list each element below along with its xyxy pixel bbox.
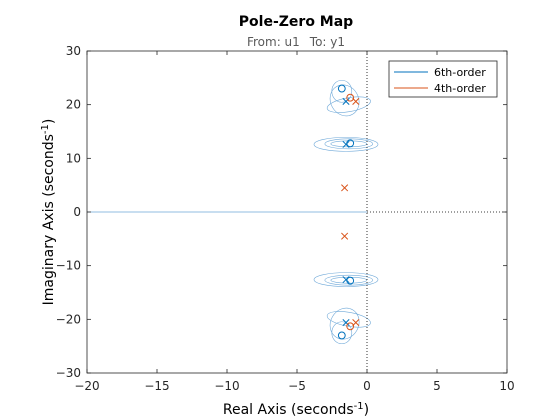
x-axis-label-close: ) [364,402,369,418]
uncertainty-ellipse [324,274,374,286]
subtitle-from: From: u1 [247,35,300,49]
subtitle-to: To: y1 [309,35,345,49]
y-axis-label: Imaginary Axis (seconds-1) [40,119,57,306]
zero-marker-4th-order [346,93,355,102]
uncertainty-ellipse [326,96,371,113]
y-tick-label: −30 [56,366,81,380]
legend: 6th-order 4th-order [388,60,498,98]
x-tick-label: −20 [74,379,99,393]
pole-marker-4th-order [341,232,349,240]
zero-marker-6th-order [346,139,355,148]
uncertainty-ellipse [329,84,360,117]
pole-marker-4th-order [341,184,349,192]
y-axis-label-text: Imaginary Axis (seconds [41,134,57,305]
x-tick-label: −10 [214,379,239,393]
uncertainty-ellipse [331,321,353,345]
y-tick-label: 10 [66,151,81,165]
x-tick-label: 10 [499,379,514,393]
y-axis-label-exponent: -1 [40,124,51,134]
x-axis-label-text: Real Axis (seconds [223,402,354,418]
zero-marker-6th-order [337,84,346,93]
pole-marker-6th-order [342,97,350,106]
uncertainty-ellipse [324,138,374,150]
x-axis-label-exponent: -1 [354,401,364,412]
uncertainty-ellipses [313,79,379,345]
x-tick-label: −5 [288,379,306,393]
legend-label-4th-order: 4th-order [434,82,486,95]
y-tick-label: 0 [73,205,81,219]
x-axis-label: Real Axis (seconds-1) [223,401,369,418]
zero-marker-6th-order [337,331,346,340]
chart-subtitle: From: u1 To: y1 [247,35,345,49]
zero-marker-6th-order [346,276,355,285]
chart-title: Pole-Zero Map [239,14,353,30]
legend-box [388,60,498,98]
zero-reference-lines [87,51,507,373]
legend-label-6th-order: 6th-order [434,66,486,79]
uncertainty-ellipse [331,79,353,103]
uncertainty-ellipse [313,137,379,152]
x-tick-label: 0 [363,379,371,393]
y-axis-label-close: ) [41,119,57,124]
pole-zero-markers [337,84,360,340]
uncertainty-ellipse [313,272,379,287]
y-tick-label: 20 [66,98,81,112]
y-tick-label: −10 [56,259,81,273]
x-tick-label: 5 [433,379,441,393]
zero-marker-4th-order [346,322,355,331]
pole-marker-6th-order [342,318,350,327]
y-tick-label: −20 [56,312,81,326]
y-tick-label: 30 [66,44,81,58]
x-tick-label: −15 [144,379,169,393]
uncertainty-ellipse [326,311,371,328]
uncertainty-ellipse [329,307,360,340]
